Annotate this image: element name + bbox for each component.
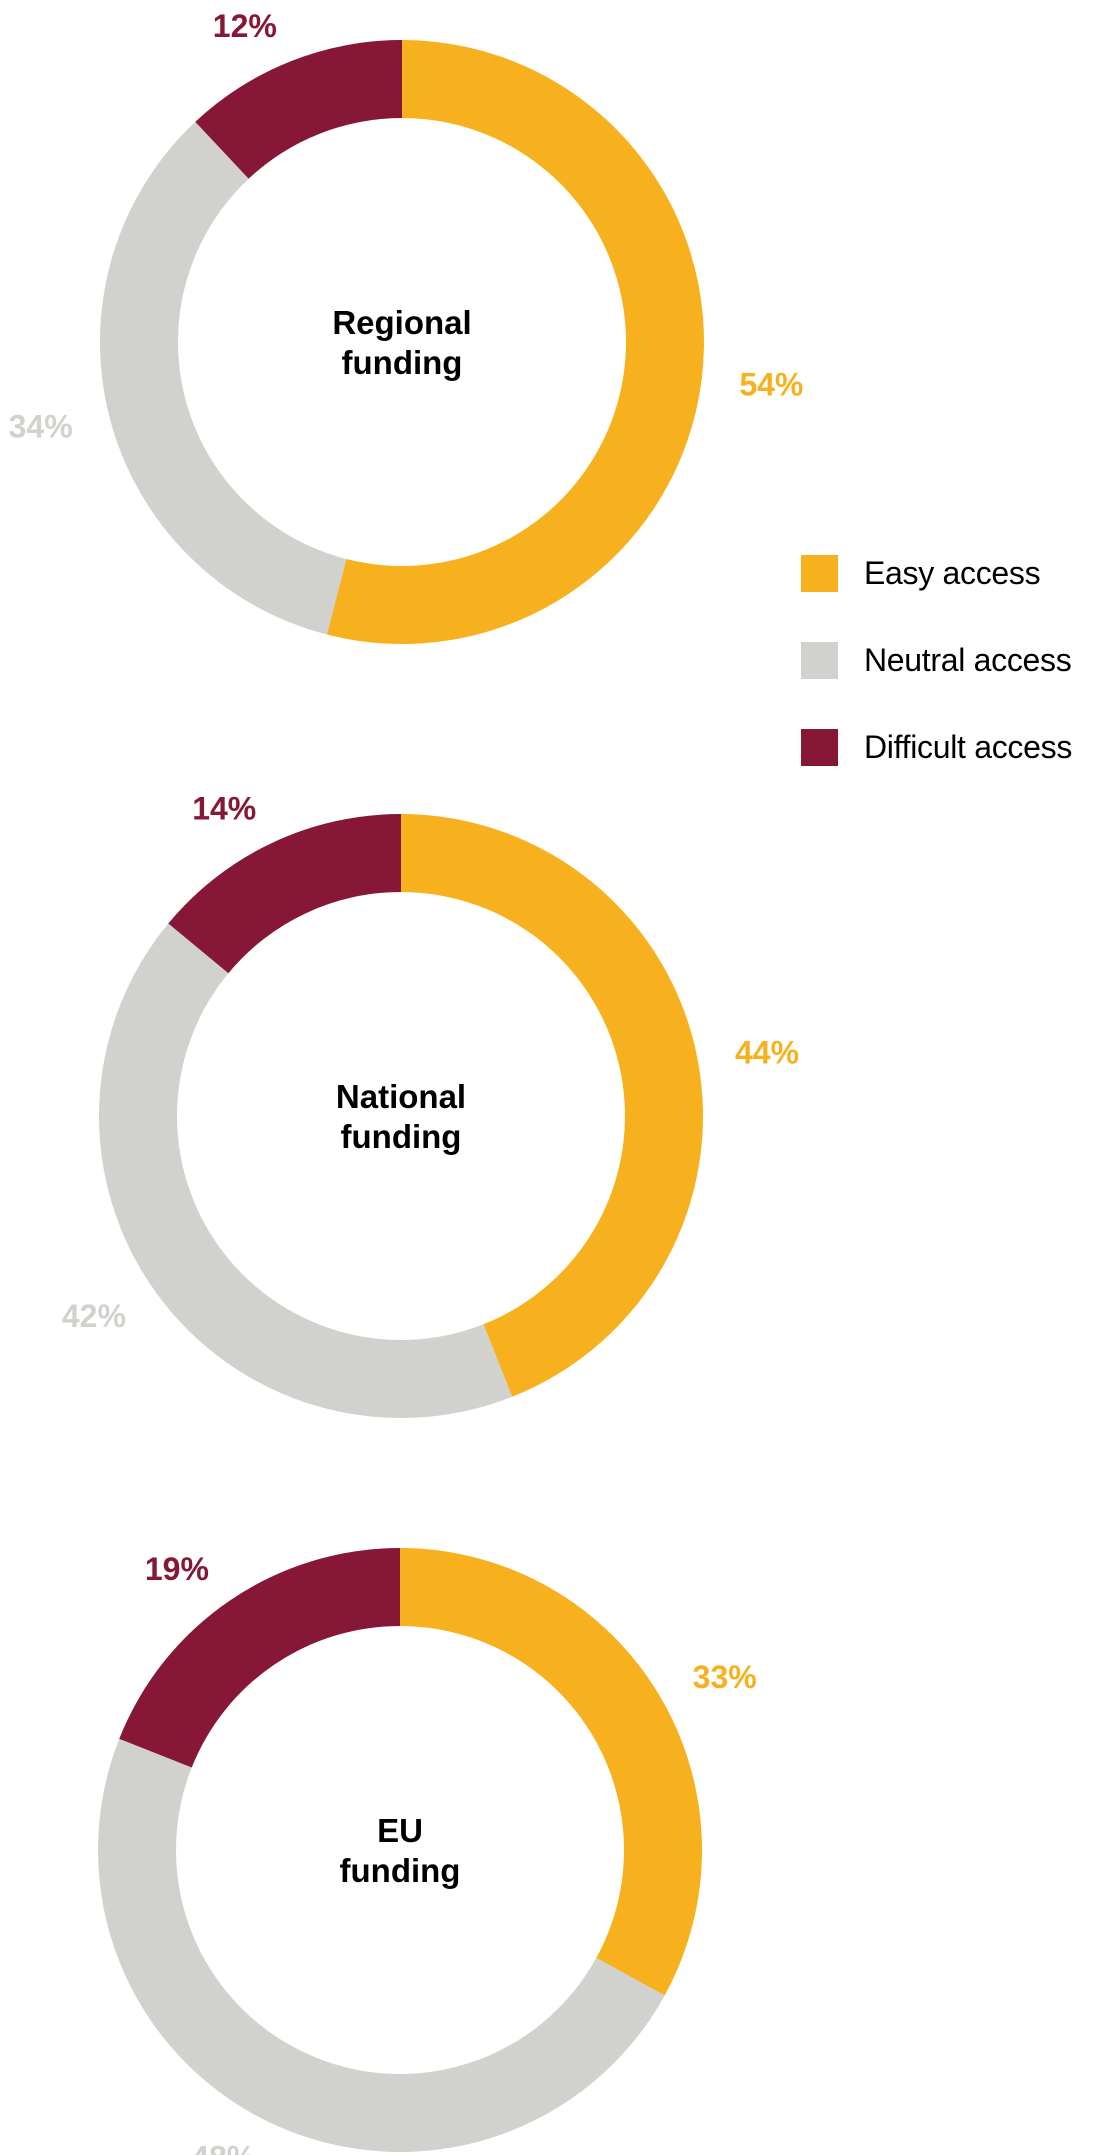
value-label-easy-1: 54%	[739, 367, 803, 403]
legend-item-easy: Easy access	[801, 554, 1119, 592]
value-label-neutral-2: 42%	[62, 1298, 126, 1334]
center-label-line-1-chart-1: Regional	[332, 304, 471, 341]
legend-label-difficult: Difficult access	[864, 728, 1073, 765]
value-label-difficult-3: 19%	[145, 1551, 209, 1587]
slice-neutral-2	[99, 923, 513, 1418]
legend-label-easy: Easy access	[864, 554, 1041, 591]
legend-swatch-neutral	[801, 641, 838, 679]
legend: Easy access Neutral access Difficult acc…	[801, 554, 1119, 815]
center-label-line-1-chart-2: National	[336, 1078, 466, 1115]
center-label-line-2-chart-3: funding	[340, 1852, 461, 1889]
value-label-difficult-2: 14%	[192, 790, 256, 826]
value-label-difficult-1: 12%	[213, 8, 277, 44]
value-label-easy-2: 44%	[735, 1034, 799, 1070]
value-label-easy-3: 33%	[693, 1659, 757, 1695]
value-label-neutral-1: 34%	[9, 409, 73, 445]
slice-easy-2	[401, 814, 704, 1397]
legend-label-neutral: Neutral access	[864, 641, 1072, 678]
center-label-line-1-chart-3: EU	[377, 1812, 423, 1849]
slice-easy-1	[326, 40, 705, 644]
slice-difficult-3	[119, 1548, 400, 1768]
legend-item-neutral: Neutral access	[801, 641, 1119, 679]
legend-swatch-easy	[801, 554, 838, 592]
slice-neutral-1	[100, 121, 347, 635]
slice-difficult-1	[195, 40, 402, 179]
center-label-line-2-chart-2: funding	[341, 1118, 462, 1155]
slice-easy-3	[400, 1548, 702, 1996]
value-label-neutral-3: 48%	[191, 2140, 255, 2155]
legend-item-difficult: Difficult access	[801, 728, 1119, 766]
center-label-line-2-chart-1: funding	[342, 344, 463, 381]
slice-neutral-3	[97, 1738, 665, 2153]
legend-swatch-difficult	[801, 728, 838, 766]
slice-difficult-2	[168, 814, 401, 974]
